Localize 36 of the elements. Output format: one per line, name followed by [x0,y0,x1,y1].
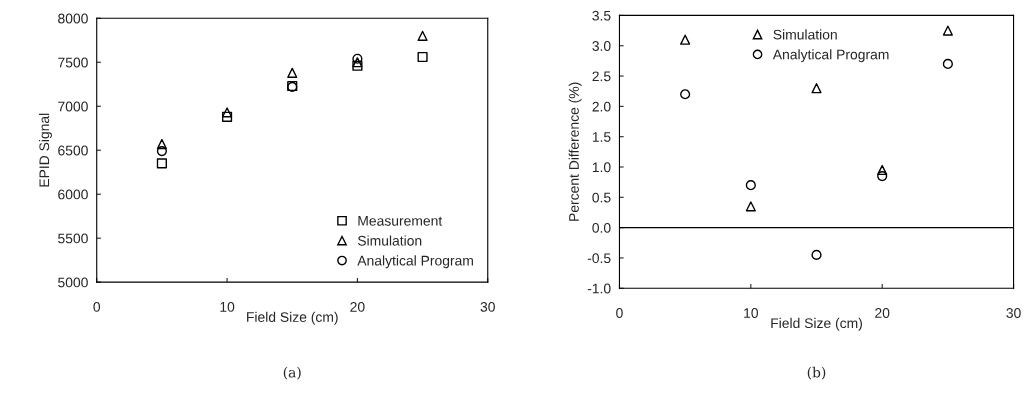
y-axis-title: Percent Difference (%) [568,82,582,221]
x-tick-label: 20 [875,308,890,318]
x-tick-label: 30 [1006,308,1021,318]
legend-label: Simulation [357,235,422,246]
legend-label: Analytical Program [772,49,889,63]
y-tick-label: 6500 [58,145,88,156]
y-tick-label: 0.0 [592,222,611,233]
x-tick-label: 0 [93,301,101,312]
legend-label: Simulation [773,29,837,40]
y-tick-label: 3.5 [592,10,611,21]
text: (b) [807,366,826,380]
y-tick-label: 5500 [58,233,88,244]
y-tick-label: 5000 [58,277,88,288]
x-tick-label: 30 [480,301,495,312]
text: (a) [283,366,301,380]
y-tick-label: 2.0 [592,101,611,112]
y-tick-label: -1.0 [587,283,611,294]
x-axis-title: Field Size (cm) [771,317,862,331]
legend-label: Analytical Program [357,255,473,269]
y-tick-label: 8000 [58,13,88,24]
y-tick-label: 6000 [58,189,88,200]
y-tick-label: 7000 [58,101,88,112]
y-tick-label: 2.5 [592,71,611,82]
legend-label: Measurement [358,216,443,226]
y-tick-label: 1.0 [592,162,611,173]
y-tick-label: 1.5 [592,132,611,142]
y-tick-label: 3.0 [592,41,611,51]
y-axis-title: EPID Signal [39,113,52,187]
x-axis-title: Field Size (cm) [247,311,338,325]
y-tick-label: 7500 [58,57,88,68]
x-tick-label: 0 [616,308,623,318]
x-tick-label: 20 [350,301,365,312]
x-tick-label: 10 [744,308,759,318]
y-tick-label: 0.5 [592,192,611,203]
y-tick-label: -0.5 [587,253,611,264]
x-tick-label: 10 [220,301,235,312]
